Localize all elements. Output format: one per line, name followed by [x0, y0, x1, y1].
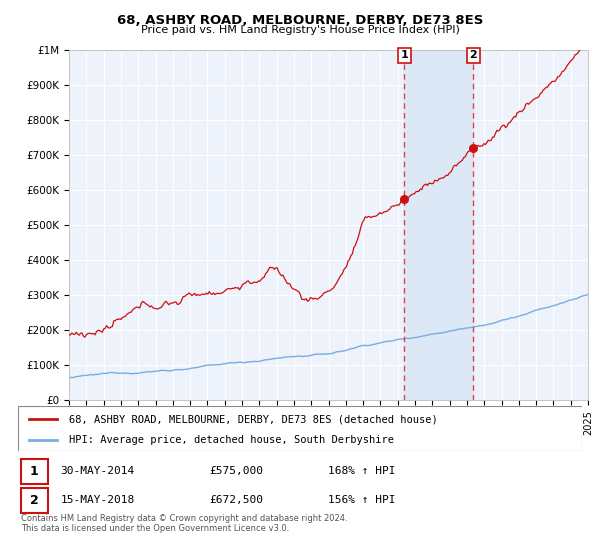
- Text: £575,000: £575,000: [210, 466, 264, 477]
- Text: 2: 2: [469, 50, 477, 60]
- Text: 1: 1: [30, 465, 39, 478]
- Text: 68, ASHBY ROAD, MELBOURNE, DERBY, DE73 8ES: 68, ASHBY ROAD, MELBOURNE, DERBY, DE73 8…: [117, 14, 483, 27]
- Text: £672,500: £672,500: [210, 495, 264, 505]
- Text: 2: 2: [30, 494, 39, 507]
- Bar: [404, 50, 473, 400]
- Text: Price paid vs. HM Land Registry's House Price Index (HPI): Price paid vs. HM Land Registry's House …: [140, 25, 460, 35]
- Bar: [21, 488, 48, 513]
- Text: 15-MAY-2018: 15-MAY-2018: [60, 495, 134, 505]
- Bar: [21, 459, 48, 484]
- Point: [469, 143, 478, 152]
- Text: 156% ↑ HPI: 156% ↑ HPI: [328, 495, 396, 505]
- Text: 1: 1: [400, 50, 408, 60]
- Text: HPI: Average price, detached house, South Derbyshire: HPI: Average price, detached house, Sout…: [69, 436, 394, 446]
- Point: [400, 195, 409, 204]
- Text: 168% ↑ HPI: 168% ↑ HPI: [328, 466, 396, 477]
- Text: 68, ASHBY ROAD, MELBOURNE, DERBY, DE73 8ES (detached house): 68, ASHBY ROAD, MELBOURNE, DERBY, DE73 8…: [69, 414, 437, 424]
- Text: 30-MAY-2014: 30-MAY-2014: [60, 466, 134, 477]
- Text: Contains HM Land Registry data © Crown copyright and database right 2024.
This d: Contains HM Land Registry data © Crown c…: [21, 514, 347, 534]
